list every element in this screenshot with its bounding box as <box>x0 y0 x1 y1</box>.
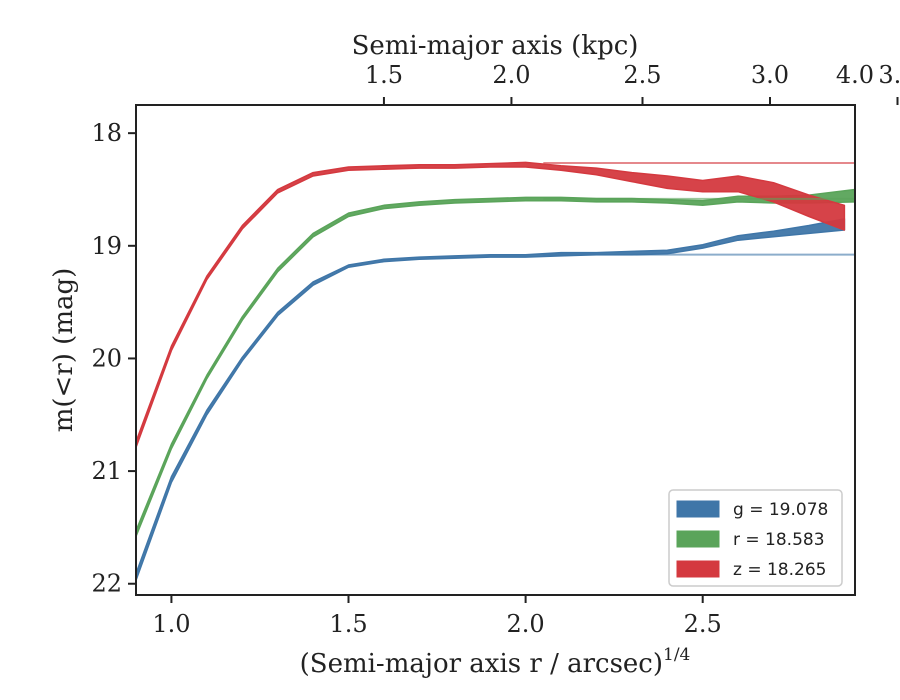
top-tick-label: 1.5 <box>365 61 403 89</box>
x-tick-label: 2.5 <box>684 610 722 638</box>
band-r <box>135 188 856 538</box>
x-tick-label: 2.0 <box>507 610 545 638</box>
top-tick-label: 3.0 <box>751 61 789 89</box>
top-axis-title: Semi-major axis (kpc) <box>352 31 639 61</box>
y-axis-title: m(<r) (mag) <box>49 268 79 433</box>
x-axis-title-text: (Semi-major axis r / arcsec) <box>300 649 663 679</box>
top-tick-label: 2.5 <box>623 61 661 89</box>
legend-label-g: g = 19.078 <box>733 500 828 520</box>
plot-frame <box>135 104 856 596</box>
x-axis-title: (Semi-major axis r / arcsec)1/4 <box>300 645 691 679</box>
legend-entries: g = 19.078 r = 18.583 z = 18.265 <box>676 500 828 580</box>
y-tick-label: 20 <box>91 344 122 372</box>
band-z <box>135 161 846 449</box>
legend: g = 19.078 r = 18.583 z = 18.265 <box>668 489 843 587</box>
x-tick-label: 1.5 <box>329 610 367 638</box>
legend-swatch-g <box>676 500 720 518</box>
y-tick-label: 22 <box>91 570 122 598</box>
asymptote-lines <box>543 162 855 256</box>
x-tick-label: 1.0 <box>152 610 190 638</box>
x-axis-title-exponent: 1/4 <box>663 645 690 665</box>
y-tick-label: 21 <box>91 457 122 485</box>
y-tick-label: 18 <box>91 119 122 147</box>
top-tick-label: 3.5 <box>878 61 900 89</box>
legend-label-r: r = 18.583 <box>733 530 825 550</box>
legend-label-z: z = 18.265 <box>733 560 826 580</box>
y-tick-label: 19 <box>91 232 122 260</box>
legend-swatch-z <box>676 560 720 578</box>
top-x-ticks: 1.5 2.0 2.5 3.0 3.54.0 <box>365 61 900 105</box>
bottom-x-ticks: 1.0 1.5 2.0 2.5 <box>152 595 722 638</box>
left-y-ticks: 18 19 20 21 22 <box>91 119 136 598</box>
top-tick-label: 4.0 <box>836 61 874 89</box>
top-tick-label: 2.0 <box>492 61 530 89</box>
legend-swatch-r <box>676 530 720 548</box>
